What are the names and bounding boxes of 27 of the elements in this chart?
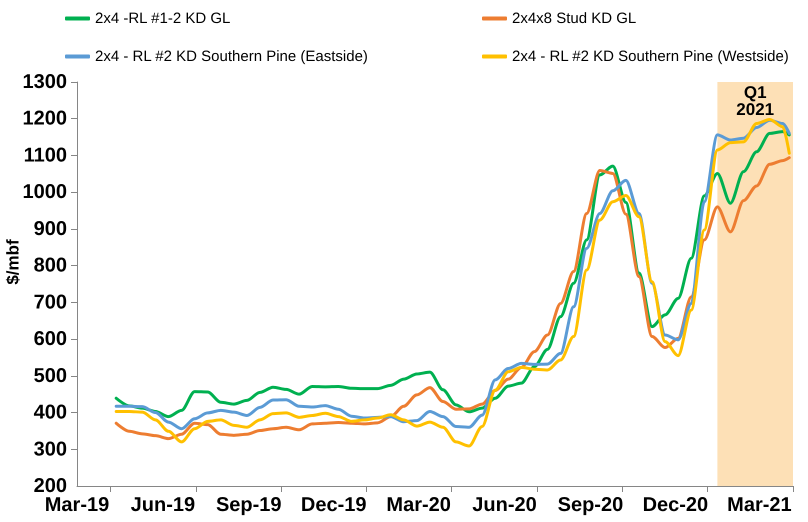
y-tick-label: 1200	[22, 108, 67, 130]
y-tick-label: 700	[34, 291, 67, 314]
x-tick-label: Sep-19	[216, 494, 282, 516]
legend-label: 2x4x8 Stud KD GL	[512, 10, 636, 27]
x-tick-label: Dec-19	[300, 494, 367, 516]
x-tick-label: Mar-21	[727, 494, 792, 516]
band-label: Q1 2021	[736, 83, 774, 119]
y-tick-label: 900	[34, 218, 67, 240]
legend-label: 2x4 -RL #1-2 KD GL	[95, 10, 230, 27]
y-tick-label: 200	[34, 475, 67, 497]
y-axis-title: $/mbf	[4, 238, 22, 285]
y-tick-label: 1000	[22, 181, 67, 204]
y-tick-label: 500	[34, 364, 67, 387]
y-tick-label: 1300	[22, 71, 67, 93]
x-tick-label: Mar-20	[386, 494, 451, 516]
y-tick-label: 1100	[24, 144, 67, 166]
x-tick-label: Dec-20	[642, 494, 708, 516]
y-tick-label: 400	[34, 402, 67, 424]
legend-label: 2x4 - RL #2 KD Southern Pine (Westside)	[512, 48, 789, 65]
x-tick-label: Sep-20	[558, 494, 624, 516]
y-tick-label: 600	[34, 328, 67, 350]
x-tick-label: Jun-20	[472, 494, 537, 516]
y-tick-label: 800	[34, 254, 67, 277]
x-tick-label: Jun-19	[130, 494, 196, 516]
x-tick-label: Mar-19	[44, 494, 110, 516]
y-tick-label: 300	[34, 438, 67, 460]
legend-label: 2x4 - RL #2 KD Southern Pine (Eastside)	[95, 48, 368, 65]
